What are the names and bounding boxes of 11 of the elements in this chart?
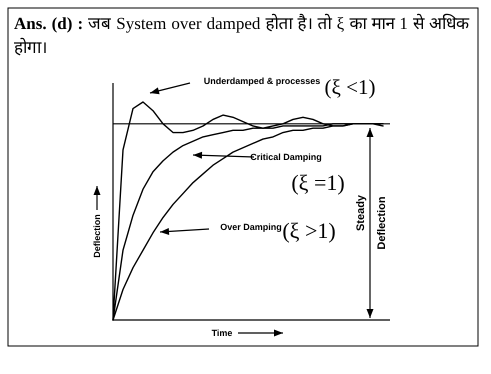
annotation: Critical Damping bbox=[250, 152, 322, 162]
annotation: (ξ >1) bbox=[282, 218, 336, 243]
chart-title: Ans. (d) : जब System over damped होता है। तो ξ का मान 1 से अधिक होगा। bbox=[14, 14, 469, 57]
y-axis-title: Deflection bbox=[92, 214, 102, 258]
x-axis-title: Time bbox=[212, 328, 232, 338]
text: (ξ <1) bbox=[324, 75, 376, 99]
annotation: Deflection bbox=[376, 196, 388, 250]
annotation: Over Damping bbox=[220, 222, 282, 232]
annotation: Steady bbox=[355, 194, 367, 232]
text: Underdamped & processes bbox=[204, 76, 320, 86]
annotation: (ξ =1) bbox=[291, 170, 345, 195]
